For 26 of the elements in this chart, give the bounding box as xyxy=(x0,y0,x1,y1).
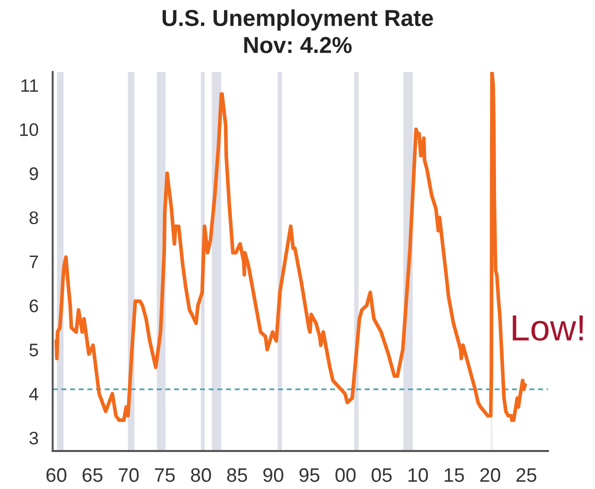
x-tick-label: 65 xyxy=(82,468,102,482)
x-tick-label: 80 xyxy=(190,468,211,482)
y-tick-label: 3 xyxy=(29,432,38,444)
x-tick-label: 70 xyxy=(118,468,139,482)
x-tick-label: 10 xyxy=(408,468,428,482)
x-tick-label: 90 xyxy=(263,468,284,482)
x-tick-label: 00 xyxy=(335,468,356,482)
chart-title: U.S. Unemployment Rate xyxy=(162,9,433,31)
x-tick-label: 85 xyxy=(227,468,248,482)
x-tick-label: 20 xyxy=(480,468,500,482)
y-tick-label: 9 xyxy=(30,167,38,180)
y-tick-label: 7 xyxy=(30,256,38,268)
chart-subtitle: Nov: 4.2% xyxy=(244,36,352,54)
y-tick-label: 6 xyxy=(30,300,38,312)
y-tick-label: 11 xyxy=(21,79,38,92)
y-tick-label: 8 xyxy=(30,211,38,224)
x-tick-label: 60 xyxy=(46,468,66,482)
y-tick-label: 10 xyxy=(20,123,38,136)
y-tick-label: 4 xyxy=(29,388,38,400)
x-tick-label: 05 xyxy=(372,468,392,482)
x-tick-label: 95 xyxy=(299,468,320,482)
x-tick-label: 25 xyxy=(516,468,536,482)
annotation: Low! xyxy=(512,315,583,341)
x-tick-label: 15 xyxy=(444,468,464,482)
x-tick-label: 75 xyxy=(154,468,175,482)
y-tick-label: 5 xyxy=(29,344,38,356)
